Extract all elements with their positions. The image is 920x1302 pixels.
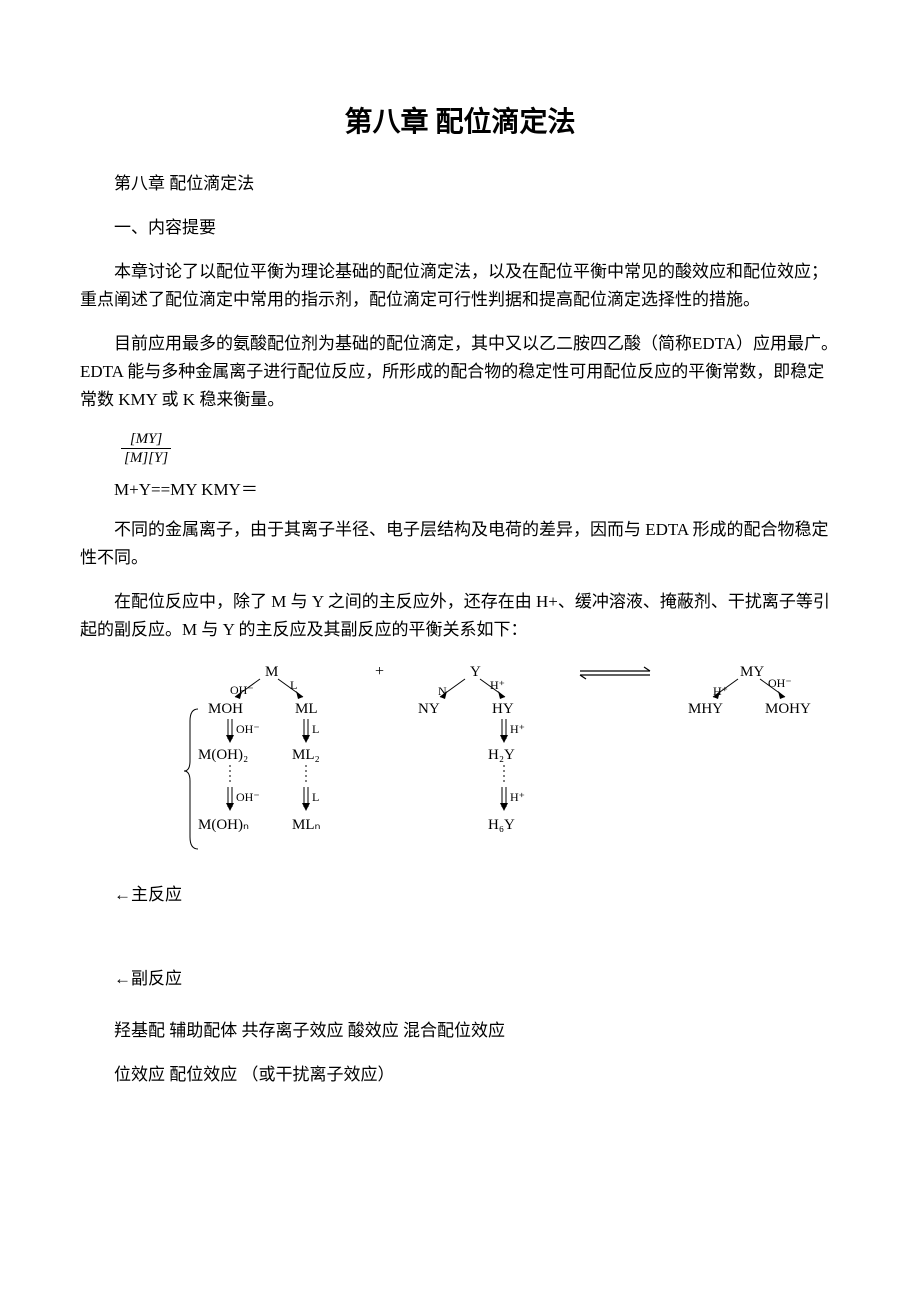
paragraph-4: 在配位反应中，除了 M 与 Y 之间的主反应外，还存在由 H+、缓冲溶液、掩蔽剂… (80, 588, 840, 644)
diag-MOH2: M(OH)₂ (198, 747, 248, 763)
reaction-diagram: M OH⁻ L MOH ML OH⁻ L M(OH)₂ (180, 661, 840, 871)
diag-H1: H⁺ (490, 678, 505, 692)
equation: M+Y==MY KMY＝ (80, 475, 840, 500)
diag-HY: HY (492, 701, 514, 717)
paragraph-6: 位效应 配位效应 （或干扰离子效应） (80, 1061, 840, 1089)
diag-plus: + (375, 663, 384, 680)
paragraph-2: 目前应用最多的氨酸配位剂为基础的配位滴定，其中又以乙二胺四乙酸（简称EDTA）应… (80, 330, 840, 414)
diag-Y: Y (470, 664, 481, 680)
diag-MY: MY (740, 664, 764, 680)
diag-OH1: OH⁻ (230, 683, 254, 697)
diag-N: N (438, 684, 447, 698)
diag-L1: L (290, 678, 297, 692)
diag-MOHY: MOHY (765, 701, 811, 717)
fraction: [MY] [M][Y] (121, 430, 171, 467)
diag-ML2: ML₂ (292, 747, 320, 763)
page-title: 第八章 配位滴定法 (80, 100, 840, 140)
diag-MLn: MLₙ (292, 817, 321, 833)
diag-H6Y: H₆Y (488, 817, 515, 833)
paragraph-1: 本章讨论了以配位平衡为理论基础的配位滴定法，以及在配位平衡中常见的酸效应和配位效… (80, 258, 840, 314)
diag-H3: H⁺ (510, 790, 525, 804)
diag-L3: L (312, 790, 319, 804)
paragraph-5: 羟基配 辅助配体 共存离子效应 酸效应 混合配位效应 (80, 1017, 840, 1045)
diag-OH2: OH⁻ (236, 722, 260, 736)
diag-H2: H⁺ (510, 722, 525, 736)
fraction-denominator: [M][Y] (121, 449, 171, 467)
diag-H2Y: H₂Y (488, 747, 515, 763)
paragraph-3: 不同的金属离子，由于其离子半径、电子层结构及电荷的差异，因而与 EDTA 形成的… (80, 516, 840, 572)
diag-MOH: MOH (208, 701, 243, 717)
section-heading: 一、内容提要 (80, 214, 840, 242)
diag-NY: NY (418, 701, 440, 717)
diag-MOHn: M(OH)ₙ (198, 817, 249, 833)
diag-OH3: OH⁻ (236, 790, 260, 804)
fraction-numerator: [MY] (121, 430, 171, 449)
arrow-side: ←副反应 (80, 965, 840, 993)
subtitle: 第八章 配位滴定法 (80, 170, 840, 198)
arrow-main: ←主反应 (80, 881, 840, 909)
diag-ML: ML (295, 701, 318, 717)
diag-L2: L (312, 722, 319, 736)
diag-MHY: MHY (688, 701, 723, 717)
diag-OH4: OH⁻ (768, 676, 792, 690)
diag-Hp2: H⁺ (713, 684, 728, 698)
diag-M: M (265, 664, 278, 680)
